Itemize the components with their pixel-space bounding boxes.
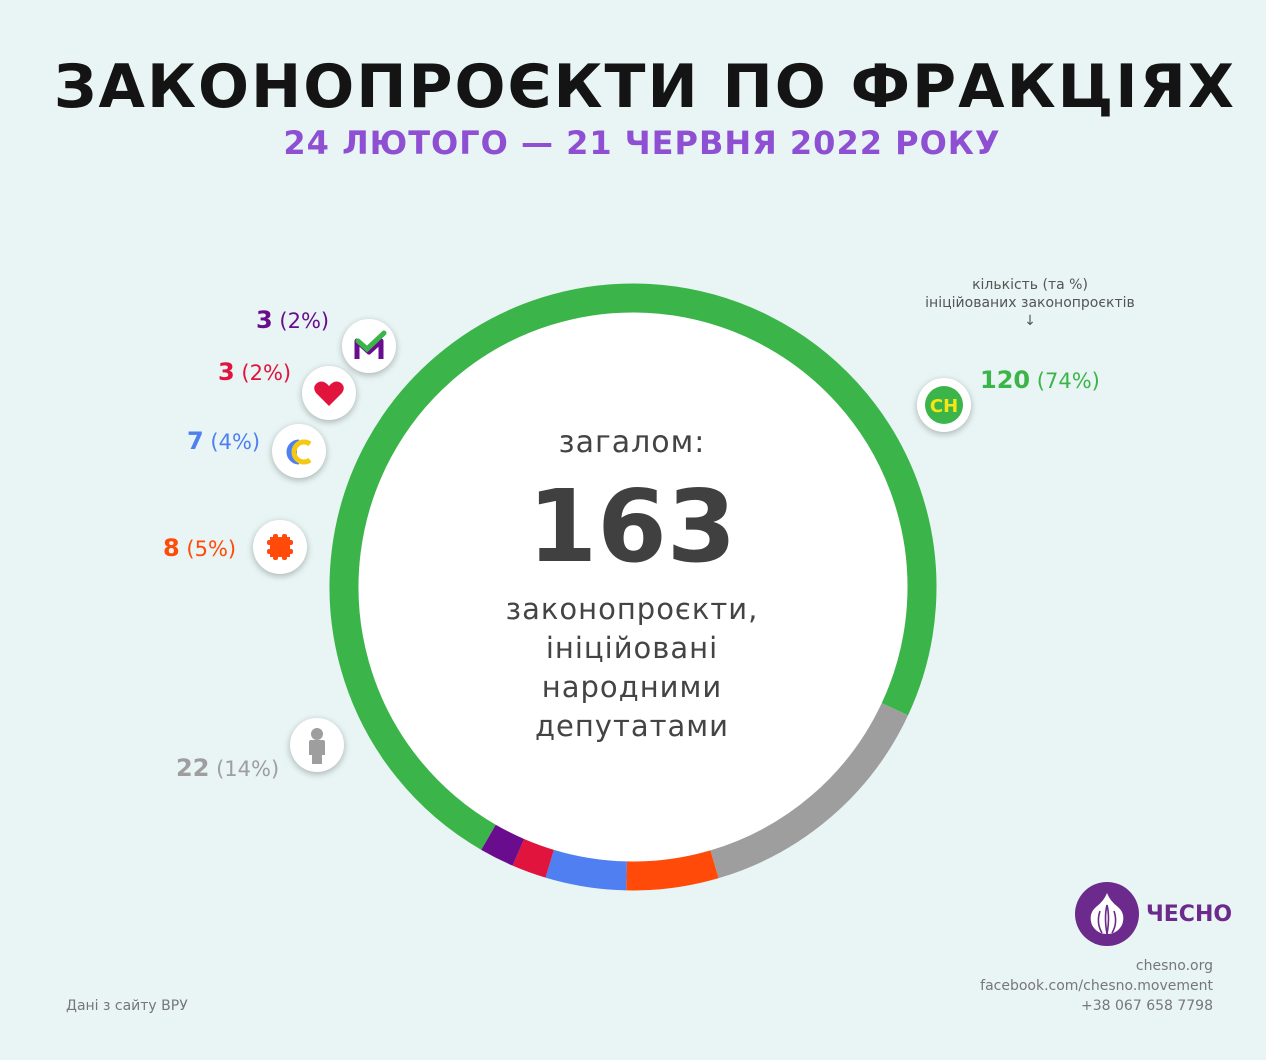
m-checkmark-icon bbox=[342, 319, 396, 373]
chesno-garlic-icon bbox=[1075, 882, 1139, 946]
contact-site[interactable]: chesno.org bbox=[1135, 958, 1213, 974]
label-m: 3 (2%) bbox=[256, 306, 329, 334]
label-batkivshchyna: 8 (5%) bbox=[163, 534, 236, 562]
legend-note: кількість (та %) ініційованих законопроє… bbox=[905, 276, 1155, 330]
label-m-pct: (2%) bbox=[279, 309, 330, 333]
description-line-4: депутатами bbox=[534, 709, 730, 743]
page-title: ЗАКОНОПРОЄКТИ ПО ФРАКЦІЯХ bbox=[53, 52, 1237, 122]
svg-text:СН: СН bbox=[930, 396, 958, 417]
donut-slice-0 bbox=[329, 283, 937, 850]
label-yes-value: 7 bbox=[187, 427, 204, 455]
page-subtitle: 24 ЛЮТОГО — 21 ЧЕРВНЯ 2022 РОКУ bbox=[283, 124, 1001, 162]
data-source: Дані з сайту ВРУ bbox=[66, 998, 188, 1014]
label-independent-pct: (14%) bbox=[216, 757, 280, 781]
donut-slice-2 bbox=[626, 850, 719, 891]
label-sluha: 120 (74%) bbox=[980, 366, 1100, 394]
donut-slice-5 bbox=[481, 824, 525, 866]
contact-facebook[interactable]: facebook.com/chesno.movement bbox=[980, 978, 1213, 994]
contacts: chesno.org facebook.com/chesno.movement … bbox=[980, 956, 1213, 1016]
label-independent-value: 22 bbox=[176, 754, 210, 782]
total-caption: загалом: bbox=[558, 425, 706, 460]
sluha-narodu-icon: СН bbox=[917, 378, 971, 432]
note-line-2: ініційованих законопроєктів bbox=[925, 295, 1135, 311]
heart-icon bbox=[302, 366, 356, 420]
description-line-2: ініційовані bbox=[545, 631, 719, 665]
batkivshchyna-grid-icon bbox=[253, 520, 307, 574]
person-icon bbox=[290, 718, 344, 772]
contact-phone: +38 067 658 7798 bbox=[1081, 998, 1213, 1014]
donut-slice-4 bbox=[512, 838, 555, 878]
label-yes-pct: (4%) bbox=[210, 430, 261, 454]
label-batkivshchyna-value: 8 bbox=[163, 534, 180, 562]
label-independent: 22 (14%) bbox=[176, 754, 279, 782]
chesno-brand: ЧЕСНО bbox=[1146, 902, 1233, 927]
donut-slice-3 bbox=[545, 849, 628, 891]
label-heart: 3 (2%) bbox=[218, 358, 291, 386]
note-line-1: кількість (та %) bbox=[972, 277, 1088, 293]
label-heart-pct: (2%) bbox=[241, 361, 292, 385]
total-value: 163 bbox=[527, 468, 737, 585]
label-sluha-value: 120 bbox=[980, 366, 1031, 394]
note-arrow: ↓ bbox=[1024, 313, 1036, 329]
total-description: законопроєкти, ініційовані народними деп… bbox=[432, 590, 832, 746]
description-line-3: народними bbox=[541, 670, 723, 704]
label-yes: 7 (4%) bbox=[187, 427, 260, 455]
donut-slice-1 bbox=[710, 703, 908, 879]
yevropeiska-solidarnist-icon bbox=[272, 424, 326, 478]
label-sluha-pct: (74%) bbox=[1036, 369, 1100, 393]
label-heart-value: 3 bbox=[218, 358, 235, 386]
label-batkivshchyna-pct: (5%) bbox=[186, 537, 237, 561]
description-line-1: законопроєкти, bbox=[505, 592, 759, 626]
label-m-value: 3 bbox=[256, 306, 273, 334]
